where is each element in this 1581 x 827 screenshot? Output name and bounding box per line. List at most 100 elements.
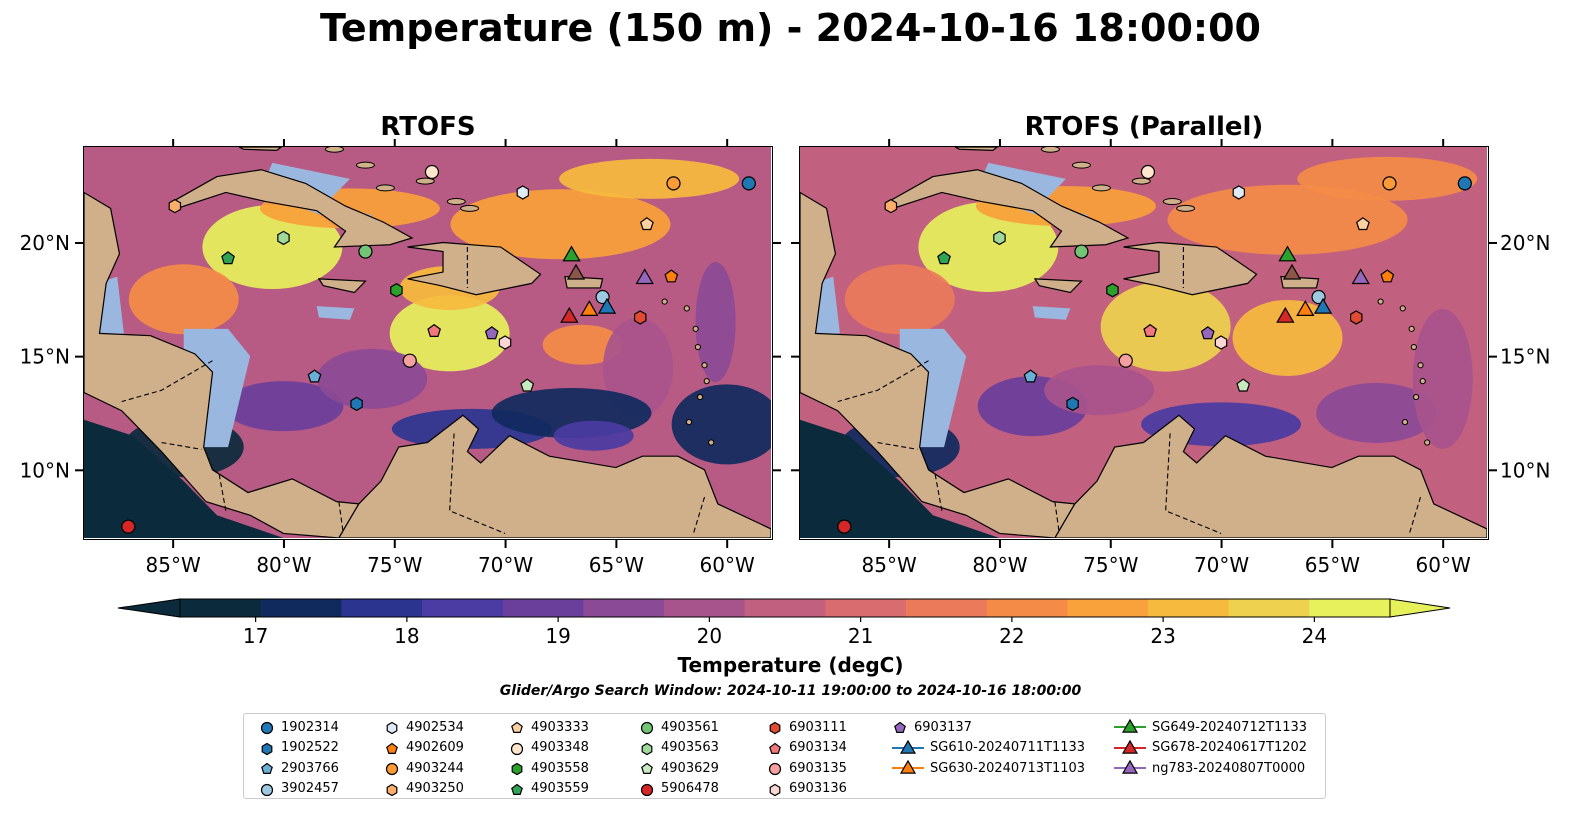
country-border [1165, 433, 1222, 534]
temperature-patch [603, 317, 674, 418]
colorbar-segment [422, 599, 504, 617]
marker-sg678-20240617t1202 [560, 306, 579, 323]
legend-symbol [386, 783, 398, 796]
bahamas-island [1040, 145, 1060, 153]
lon-tick-label: 65°W [589, 553, 644, 577]
legend-symbol [260, 783, 274, 796]
antilles-island [1401, 418, 1409, 426]
marker-1902314 [741, 176, 756, 191]
marker-6903135 [402, 353, 417, 368]
marker-4903629 [1236, 378, 1251, 392]
temperature-patch [695, 262, 736, 383]
marker-6903137 [1200, 326, 1215, 340]
legend-label: 3902457 [281, 781, 339, 796]
circle-marker-icon [260, 783, 274, 796]
legend-symbol [1121, 739, 1139, 754]
temperature-patch [128, 264, 239, 335]
temperature-patch [202, 205, 343, 290]
marker-1902522 [1066, 396, 1079, 412]
lat-tick-label-right: 20°N [1500, 231, 1550, 255]
marker-4903348 [424, 164, 440, 180]
colorbar-segment [1228, 599, 1310, 617]
colorbar-tick-label: 17 [243, 624, 268, 648]
legend-label: 4903561 [661, 719, 719, 735]
marker-4903348 [1140, 164, 1156, 180]
lat-tick-label-right: 15°N [1500, 345, 1550, 369]
pacific-ocean [84, 419, 284, 538]
colorbar-label: Temperature (degC) [677, 653, 904, 677]
land-mass [887, 169, 1130, 248]
marker-sg610-20240711t1133 [597, 297, 617, 314]
antilles-island [694, 343, 701, 351]
legend-label: 6903134 [789, 740, 847, 755]
colorbar-segment [906, 599, 988, 617]
land-mass [238, 146, 283, 152]
land-mass [407, 241, 542, 296]
legend-item: SG649-20240712T1133 [1114, 717, 1307, 737]
temperature-patch [1316, 382, 1437, 443]
colorbar-segment [260, 599, 342, 617]
circle-marker-icon [510, 742, 524, 755]
hexagon-marker-icon [386, 783, 398, 796]
pentagon-marker-icon [511, 721, 523, 733]
legend-item: 6903111 [767, 717, 847, 737]
country-border [161, 441, 202, 450]
bahamas-island [1071, 161, 1091, 169]
country-border [877, 441, 918, 450]
lat-tick-label-left: 10°N [20, 458, 70, 482]
legend-symbol [641, 762, 653, 774]
marker-4902534 [1232, 185, 1245, 200]
antilles-island [1410, 343, 1417, 351]
colorbar-tick-label: 24 [1302, 624, 1327, 648]
legend-symbol [768, 762, 782, 776]
legend-symbol [640, 783, 654, 796]
bahamas-island [415, 177, 435, 185]
pentagon-marker-icon [769, 742, 781, 754]
antilles-island [661, 298, 668, 305]
temperature-patch [1412, 308, 1473, 449]
lon-tick-label: 75°W [1083, 553, 1138, 577]
legend-label: SG649-20240712T1133 [1152, 719, 1308, 735]
colorbar-segment [825, 599, 907, 617]
legend-label: 6903136 [789, 781, 847, 796]
pentagon-marker-icon [641, 762, 653, 774]
colorbar-tick-label: 22 [999, 624, 1024, 648]
legend-symbol [769, 721, 781, 735]
pentagon-marker-icon [261, 762, 273, 774]
marker-sg649-20240712t1133 [562, 245, 581, 262]
hexagon-marker-icon [386, 721, 398, 735]
bahamas-island [375, 184, 395, 192]
marker-4902609 [664, 269, 679, 283]
temperature-patch [223, 381, 344, 432]
bahamas-island [1162, 198, 1182, 206]
legend-item: 4902534 [384, 717, 464, 737]
bahamas-island [460, 204, 480, 212]
marker-ng783-20240807t0000 [635, 268, 654, 285]
marker-sg678-20240617t1202 [1276, 306, 1295, 323]
bahamas-island [355, 161, 375, 169]
antilles-island [1419, 378, 1426, 385]
marker-4903250 [168, 198, 182, 214]
pentagon-marker-icon [894, 721, 906, 733]
marker-6903134 [427, 323, 442, 337]
colorbar-segment [583, 599, 665, 617]
antilles-island [685, 418, 693, 426]
marker-4903244 [1382, 176, 1397, 191]
rtofs-map [83, 145, 782, 539]
triangle-marker-icon [1114, 759, 1146, 774]
rtofs-parallel-map-panel [799, 145, 1489, 540]
lon-tick-label: 60°W [700, 553, 755, 577]
antilles-island [1399, 305, 1406, 312]
marker-sg649-20240712t1133 [1278, 245, 1297, 262]
marker-sg630-20240713t1103 [580, 300, 599, 316]
marker-4903244 [666, 176, 681, 191]
colorbar-tick-label: 19 [545, 624, 570, 648]
panel-title-rtofs-parallel: RTOFS (Parallel) [1024, 112, 1264, 142]
legend-label: 5906478 [661, 781, 719, 796]
legend-symbol [386, 742, 398, 754]
temperature-patch [1044, 365, 1155, 416]
lon-tick-label: 70°W [1194, 553, 1249, 577]
legend-symbol [1121, 759, 1139, 774]
legend-symbol [261, 762, 273, 774]
colorbar-tick-label: 18 [394, 624, 419, 648]
